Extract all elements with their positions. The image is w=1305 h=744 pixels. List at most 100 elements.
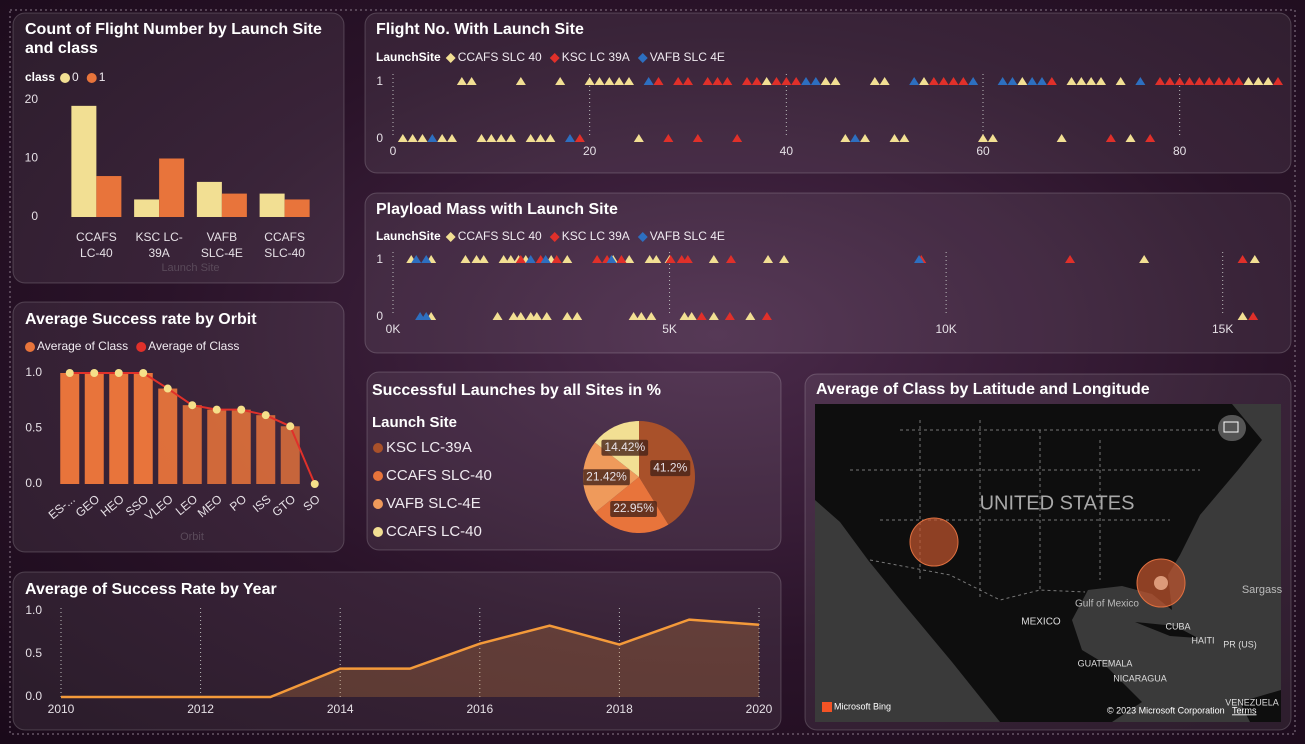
marker (781, 77, 792, 85)
x-tick-label: CCAFS LC-40 (76, 230, 117, 260)
marker (919, 77, 929, 85)
marker (535, 134, 546, 142)
marker (761, 77, 772, 85)
legend-label: Average of Class (148, 339, 239, 353)
x-tick-label: 10K (935, 322, 956, 336)
marker (508, 312, 519, 320)
marker (1135, 77, 1146, 85)
marker (421, 312, 432, 320)
x-tick-label: 2016 (466, 702, 493, 716)
map-label: CUBA (1165, 621, 1190, 631)
x-axis-title: Launch Site (161, 262, 219, 274)
map-copyright: © 2023 Microsoft Corporation (1107, 705, 1225, 715)
marker (1056, 134, 1067, 142)
x-tick-label: 0K (386, 322, 401, 336)
map-label: UNITED STATES (980, 492, 1135, 514)
line-point (65, 369, 74, 377)
marker (633, 134, 644, 142)
marker (466, 77, 477, 85)
y-tick-label: 0.5 (25, 421, 42, 435)
marker (1125, 134, 1136, 142)
marker (1076, 77, 1087, 85)
marker (1139, 255, 1150, 263)
bar (133, 373, 153, 484)
marker (708, 255, 719, 263)
marker (702, 77, 713, 85)
data-label: 41.2% (653, 460, 687, 474)
map-label: NICARAGUA (1113, 673, 1167, 683)
legend-label: CCAFS SLC 40 (458, 229, 542, 243)
legend-marker (637, 232, 648, 242)
marker (879, 77, 890, 85)
marker (1096, 77, 1106, 85)
marker (692, 134, 703, 142)
line-point (310, 480, 319, 488)
marker (545, 134, 556, 142)
map-tool-icon[interactable] (1218, 415, 1246, 441)
marker (1263, 77, 1274, 85)
marker (1164, 77, 1175, 85)
legend-marker (445, 232, 456, 242)
map-base (815, 404, 1281, 722)
legend-label: VAFB SLC 4E (650, 229, 725, 243)
map-land (815, 404, 1262, 722)
legend-title: Launch Site (372, 414, 457, 431)
marker (1194, 77, 1205, 85)
map-label: VENEZUELA (1225, 697, 1279, 707)
marker (572, 312, 583, 320)
marker (820, 77, 831, 85)
marker (708, 312, 719, 320)
panel (364, 12, 1292, 174)
y-tick-label: 1 (376, 74, 383, 88)
marker (525, 255, 536, 263)
panel (12, 301, 345, 553)
map-label: PR (US) (1223, 639, 1257, 649)
bar (207, 409, 227, 484)
panel-title: Average of Success Rate by Year (25, 581, 277, 598)
bar (159, 158, 185, 217)
marker (1237, 255, 1248, 263)
marker (938, 77, 949, 85)
marker (1233, 77, 1244, 85)
y-tick-label: 20 (25, 92, 39, 106)
marker (1066, 77, 1077, 85)
marker (551, 255, 562, 263)
legend-marker (136, 342, 147, 352)
bar (284, 199, 310, 217)
marker (646, 312, 657, 320)
marker (928, 77, 939, 85)
data-label-bg (610, 501, 657, 518)
y-tick-label: 1.0 (25, 365, 42, 379)
y-tick-label: 1 (376, 252, 383, 266)
bar (109, 373, 129, 484)
panels (12, 12, 1292, 731)
y-tick-label: 1.0 (25, 603, 42, 617)
marker (1214, 77, 1224, 85)
marker (679, 312, 690, 320)
legend-label: KSC LC-39A (386, 439, 472, 456)
marker (624, 77, 634, 85)
legend-label: KSC LC 39A (562, 229, 630, 243)
marker (496, 134, 507, 142)
panel-title: Playload Mass with Launch Site (376, 201, 618, 218)
legend-label: 1 (99, 70, 106, 84)
panel-title: Successful Launches by all Sites in % (372, 382, 661, 399)
marker (1086, 77, 1097, 85)
legend-label: KSC LC 39A (562, 50, 630, 64)
panel (364, 192, 1292, 354)
y-tick-label: 0 (31, 209, 38, 223)
marker (742, 77, 752, 85)
panel-title: Average Success rate by Orbit (25, 311, 257, 328)
marker (562, 255, 573, 263)
marker (850, 134, 861, 142)
map-label: GUATEMALA (1078, 658, 1133, 668)
marker (505, 255, 516, 263)
map-label: MEXICO (1021, 617, 1061, 628)
legend-label: 0 (72, 70, 79, 84)
marker (515, 255, 526, 263)
x-tick-label: CCAFS SLC-40 (264, 230, 305, 260)
x-tick-label: 0 (390, 144, 397, 158)
marker (997, 77, 1008, 85)
legend-title: LaunchSite (376, 229, 441, 243)
legend-marker (86, 73, 97, 83)
